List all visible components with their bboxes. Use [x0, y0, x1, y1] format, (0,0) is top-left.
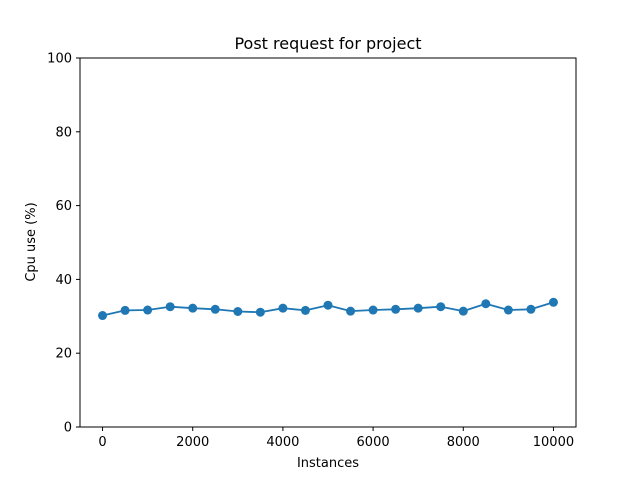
- y-axis-label: Cpu use (%): [24, 202, 39, 281]
- data-point: [143, 305, 153, 315]
- data-point: [188, 303, 198, 313]
- x-axis-ticks: 0 2000 4000 6000 8000 10000: [98, 427, 574, 450]
- data-point: [548, 297, 558, 307]
- data-point: [458, 306, 468, 316]
- data-point: [503, 305, 513, 315]
- series-layer: [98, 297, 558, 321]
- data-point: [300, 305, 310, 315]
- data-point: [233, 307, 243, 317]
- data-point: [210, 304, 220, 314]
- y-tick-label: 80: [55, 125, 72, 140]
- data-point: [278, 303, 288, 313]
- x-tick-label: 4000: [266, 435, 299, 450]
- data-point: [368, 305, 378, 315]
- y-tick-label: 100: [47, 52, 72, 67]
- data-point: [346, 306, 356, 316]
- x-tick-label: 6000: [357, 435, 390, 450]
- x-axis-label: Instances: [297, 456, 359, 471]
- x-tick-label: 10000: [533, 435, 574, 450]
- plot-area-frame: [79, 57, 577, 428]
- data-point: [413, 303, 423, 313]
- x-tick-label: 2000: [176, 435, 209, 450]
- data-point: [481, 299, 491, 309]
- data-point: [323, 300, 333, 310]
- chart-title: Post request for project: [234, 34, 421, 53]
- data-point: [98, 311, 108, 321]
- y-tick-label: 0: [64, 421, 72, 436]
- y-tick-label: 20: [55, 347, 72, 362]
- x-tick-label: 0: [98, 435, 106, 450]
- data-point: [120, 305, 130, 315]
- data-point: [526, 304, 536, 314]
- data-point: [436, 302, 446, 312]
- y-tick-label: 40: [55, 273, 72, 288]
- y-axis-ticks: 0 20 40 60 80 100: [47, 52, 80, 436]
- x-tick-label: 8000: [447, 435, 480, 450]
- y-tick-label: 60: [55, 199, 72, 214]
- data-point: [391, 304, 401, 314]
- data-point: [255, 307, 265, 317]
- data-point: [165, 302, 175, 312]
